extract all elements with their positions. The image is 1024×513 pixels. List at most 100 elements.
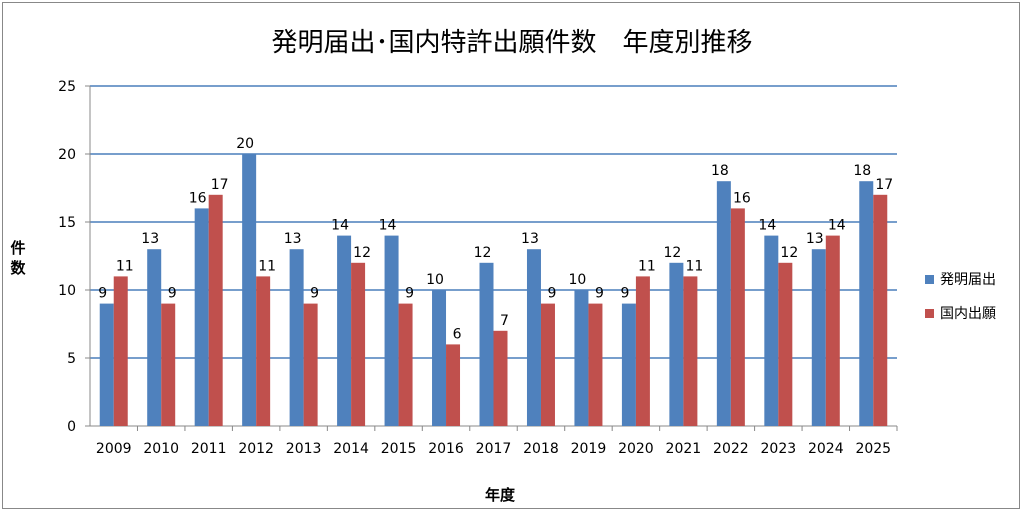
data-label: 13 <box>284 231 302 247</box>
bar-domestic <box>683 276 698 426</box>
bar-invention <box>99 303 114 426</box>
bar-domestic <box>208 194 223 426</box>
x-tick-label: 2016 <box>428 441 464 457</box>
data-label: 20 <box>236 136 254 152</box>
bar-invention <box>669 262 684 426</box>
y-tick-label: 0 <box>67 419 76 435</box>
x-tick-label: 2017 <box>476 441 512 457</box>
x-tick-label: 2023 <box>761 441 797 457</box>
bar-domestic <box>540 303 555 426</box>
x-tick-label: 2014 <box>333 441 369 457</box>
bar-domestic <box>778 262 793 426</box>
bar-domestic <box>446 344 461 426</box>
data-label: 14 <box>758 218 776 234</box>
y-tick-label: 15 <box>58 215 76 231</box>
x-tick-label: 2015 <box>381 441 417 457</box>
bar-domestic <box>256 276 271 426</box>
data-label: 13 <box>141 231 159 247</box>
x-tick-label: 2024 <box>808 441 844 457</box>
y-tick-label: 5 <box>67 351 76 367</box>
data-label: 14 <box>379 218 397 234</box>
x-tick-label: 2021 <box>666 441 702 457</box>
bar-invention <box>621 303 636 426</box>
data-label: 11 <box>116 258 134 274</box>
data-label: 9 <box>168 286 177 302</box>
x-tick-label: 2020 <box>618 441 654 457</box>
bar-invention <box>242 154 257 426</box>
y-tick-label: 20 <box>58 147 76 163</box>
data-label: 12 <box>353 245 371 261</box>
data-label: 11 <box>638 258 656 274</box>
data-label: 17 <box>875 177 893 193</box>
y-tick-label: 25 <box>58 79 76 95</box>
legend-item-invention: 発明届出 <box>925 262 996 296</box>
data-label: 12 <box>474 245 492 261</box>
bar-invention <box>526 249 541 426</box>
data-label: 7 <box>500 313 509 329</box>
bar-domestic <box>730 208 745 426</box>
bar-domestic <box>161 303 176 426</box>
bar-invention <box>337 235 352 426</box>
legend-label: 国内出願 <box>940 306 996 322</box>
data-label: 9 <box>548 286 557 302</box>
bar-invention <box>479 262 494 426</box>
bar-domestic <box>825 235 840 426</box>
chart-title: 発明届出･国内特許出願件数 年度別推移 <box>271 28 753 58</box>
bar-invention <box>289 249 304 426</box>
data-label: 14 <box>331 218 349 234</box>
bar-invention <box>716 181 731 426</box>
bar-domestic <box>873 194 888 426</box>
data-label: 17 <box>211 177 229 193</box>
x-tick-label: 2025 <box>855 441 891 457</box>
x-tick-label: 2011 <box>191 441 227 457</box>
data-label: 6 <box>453 326 462 342</box>
x-axis-label: 年度 <box>484 486 515 504</box>
bar-invention <box>147 249 162 426</box>
bar-invention <box>764 235 779 426</box>
x-tick-label: 2009 <box>96 441 132 457</box>
bar-invention <box>384 235 399 426</box>
x-tick-label: 2018 <box>523 441 559 457</box>
data-label: 16 <box>733 190 751 206</box>
data-label: 11 <box>258 258 276 274</box>
bar-invention <box>574 290 589 426</box>
bar-domestic <box>113 276 128 426</box>
data-label: 10 <box>569 272 587 288</box>
data-label: 13 <box>806 231 824 247</box>
bar-domestic <box>635 276 650 426</box>
data-label: 14 <box>828 218 846 234</box>
bar-domestic <box>398 303 413 426</box>
x-tick-label: 2019 <box>571 441 607 457</box>
data-label: 9 <box>405 286 414 302</box>
bar-domestic <box>493 330 508 426</box>
bar-invention <box>859 181 874 426</box>
x-tick-label: 2022 <box>713 441 749 457</box>
legend-label: 発明届出 <box>940 272 996 288</box>
data-label: 16 <box>189 190 207 206</box>
legend: 発明届出 国内出願 <box>925 262 996 330</box>
data-label: 18 <box>853 163 871 179</box>
legend-item-domestic: 国内出願 <box>925 296 996 330</box>
bar-domestic <box>588 303 603 426</box>
data-label: 12 <box>780 245 798 261</box>
data-label: 9 <box>310 286 319 302</box>
bar-invention <box>194 208 209 426</box>
data-label: 9 <box>98 286 107 302</box>
bar-domestic <box>303 303 318 426</box>
x-tick-label: 2012 <box>238 441 274 457</box>
y-tick-label: 10 <box>58 283 76 299</box>
y-axis-label: 件数 <box>10 239 26 277</box>
data-label: 10 <box>426 272 444 288</box>
data-label: 9 <box>620 286 629 302</box>
x-tick-label: 2010 <box>143 441 179 457</box>
data-label: 13 <box>521 231 539 247</box>
bar-invention <box>811 249 826 426</box>
data-label: 18 <box>711 163 729 179</box>
bar-domestic <box>351 262 366 426</box>
data-label: 9 <box>595 286 604 302</box>
x-tick-label: 2013 <box>286 441 322 457</box>
legend-swatch <box>925 274 934 284</box>
bar-invention <box>432 290 447 426</box>
